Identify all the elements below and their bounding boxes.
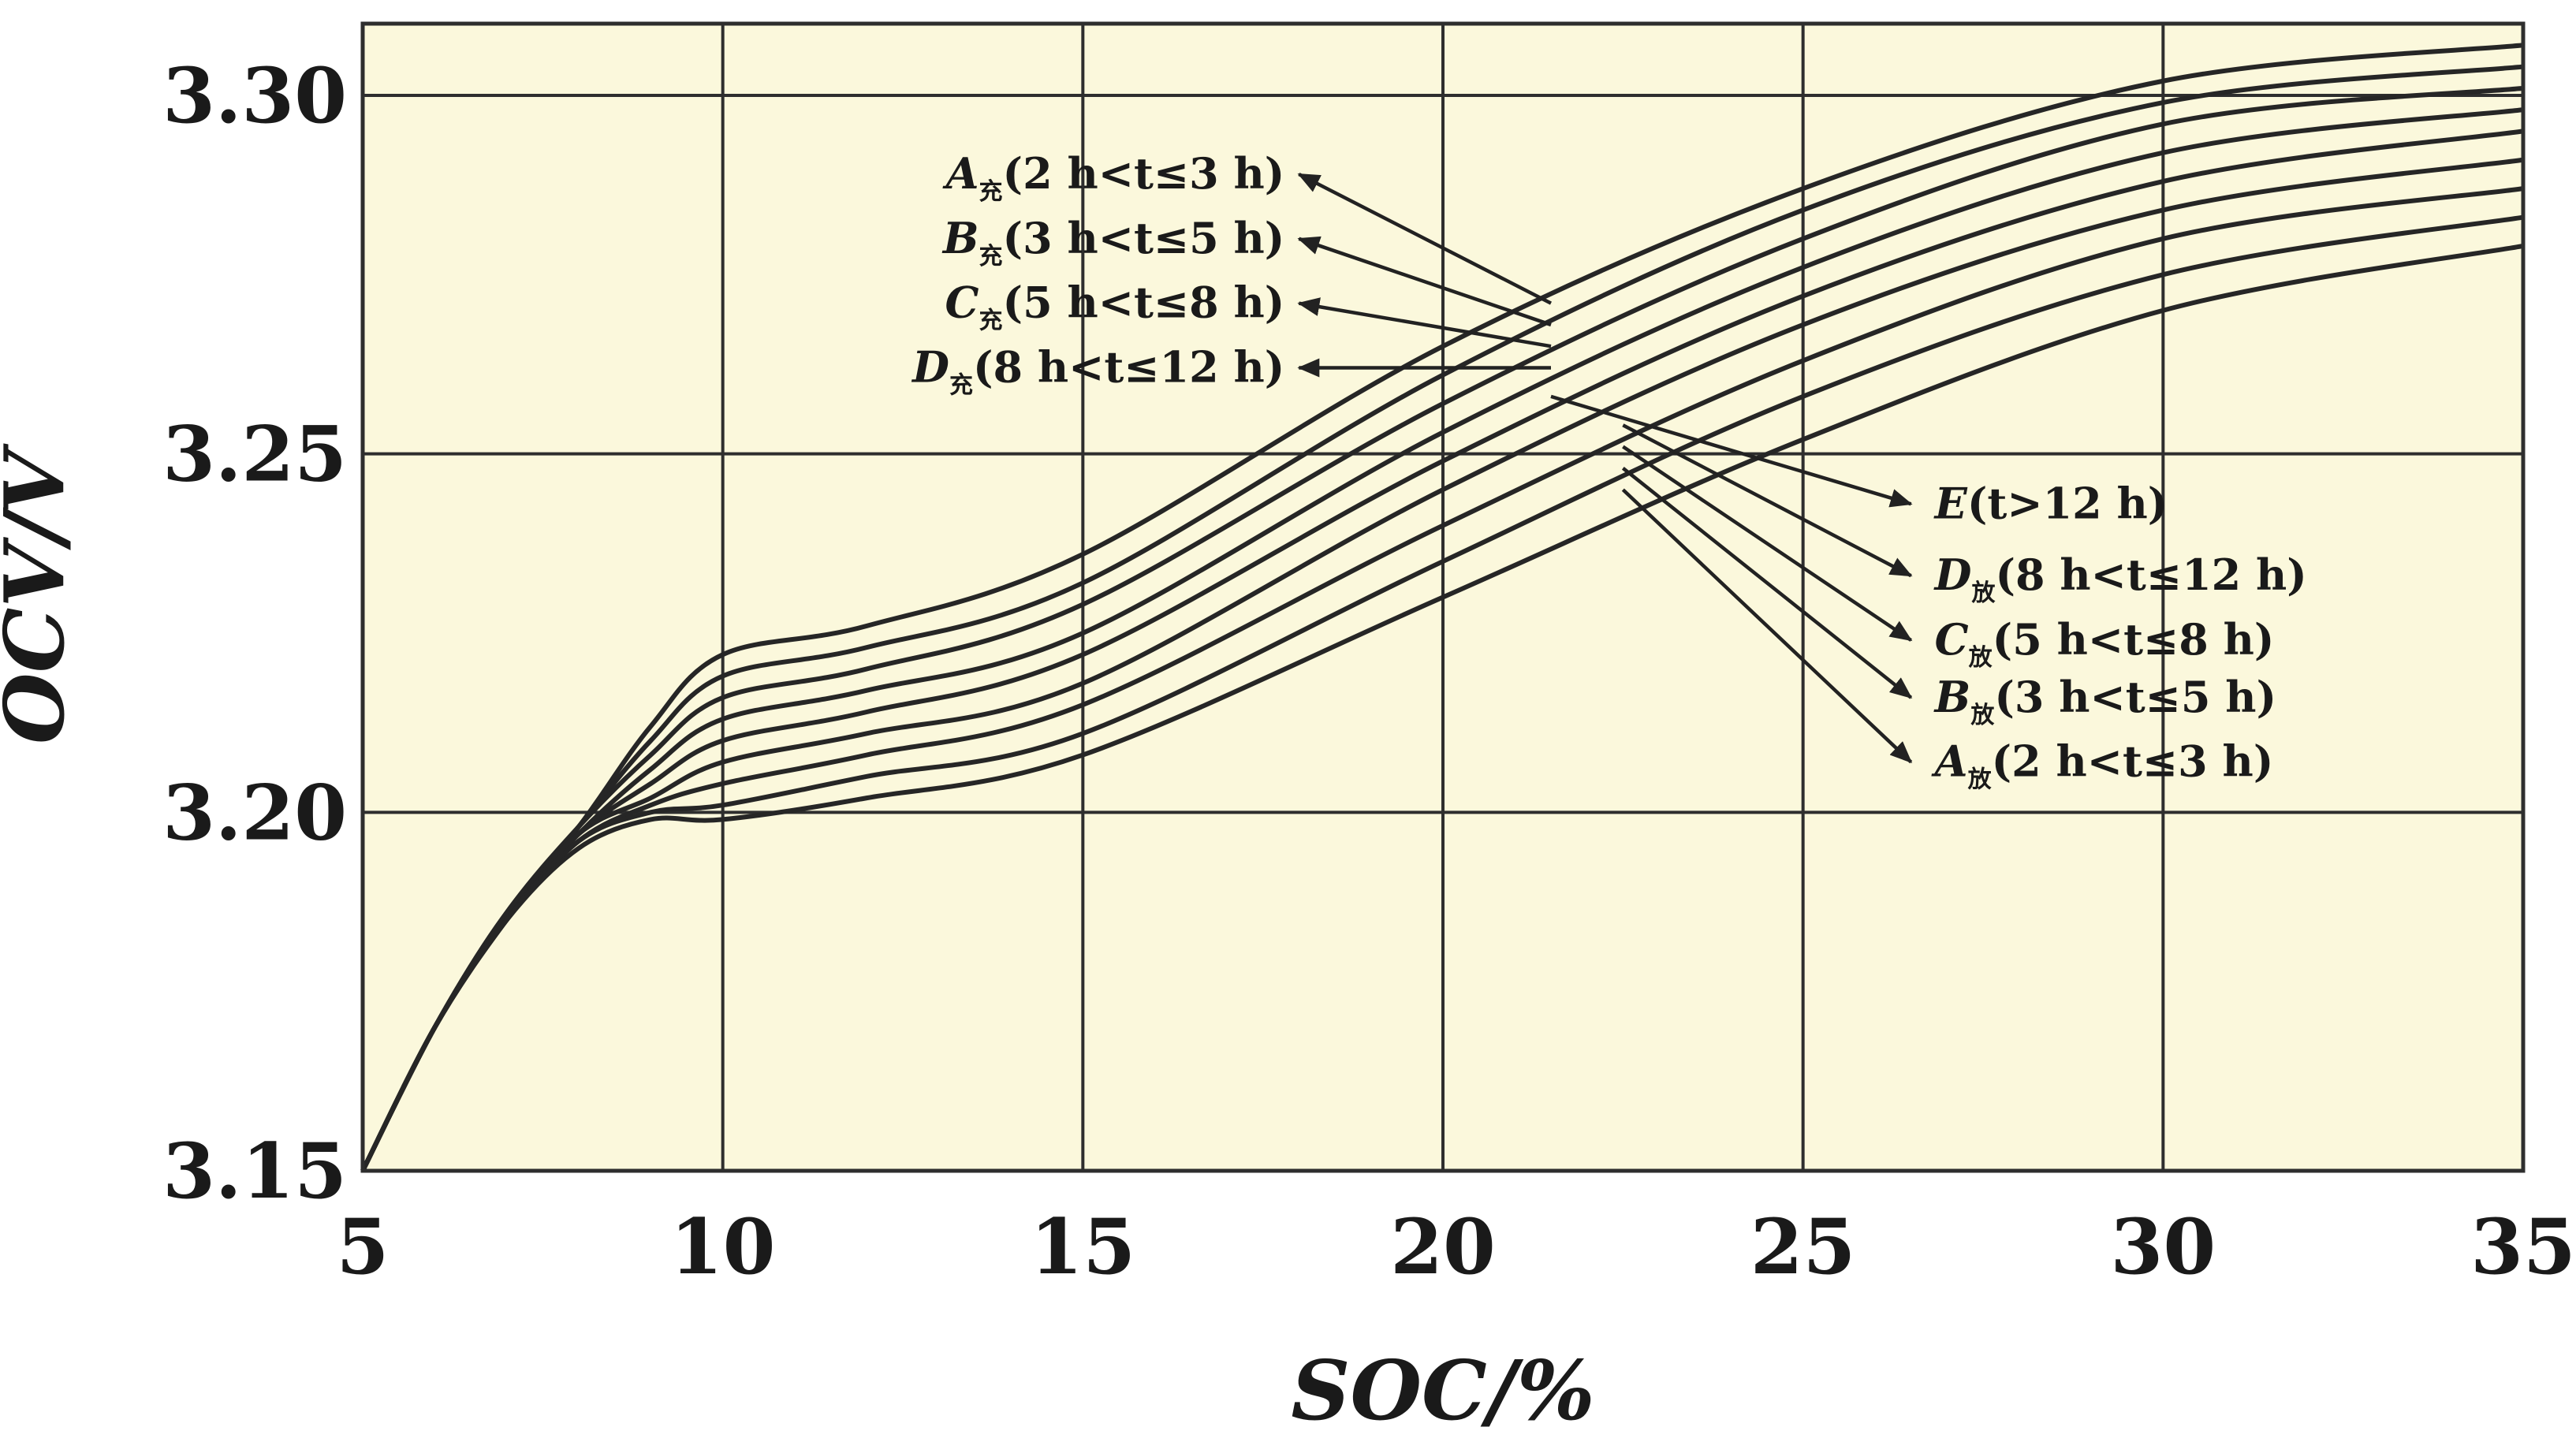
x-axis-label: SOC/% bbox=[1291, 1342, 1594, 1439]
annotation-letter: B bbox=[1933, 672, 1971, 722]
tick-labels: 5 10 15 20 25 30 35 3.15 3.20 3.25 3.30 bbox=[162, 51, 2576, 1291]
annotation-letter: E bbox=[1933, 478, 1968, 528]
annotation-arrow bbox=[1297, 297, 1552, 348]
annotation-label: B放(3 h<t≤5 h) bbox=[1933, 672, 2276, 729]
ocv-curve bbox=[360, 129, 2524, 1172]
x-tick-label: 15 bbox=[1031, 1202, 1136, 1291]
annotation-subscript: 放 bbox=[1970, 579, 1996, 607]
annotation-label: C充(5 h<t≤8 h) bbox=[945, 278, 1285, 335]
annotation-condition: (2 h<t≤3 h) bbox=[1992, 736, 2274, 787]
annotation-label: C放(5 h<t≤8 h) bbox=[1935, 614, 2275, 672]
annotation-subscript: 充 bbox=[979, 178, 1003, 206]
ocv-curve bbox=[360, 243, 2524, 1172]
annotation-condition: (3 h<t≤5 h) bbox=[1003, 213, 1285, 263]
annotation-arrow bbox=[1550, 394, 1913, 508]
annotation-letter: A bbox=[942, 148, 979, 199]
annotation-letter: D bbox=[1933, 550, 1972, 600]
annotation-subscript: 放 bbox=[1970, 702, 1995, 729]
x-tick-label: 25 bbox=[1750, 1202, 1856, 1291]
annotation-arrow bbox=[1297, 236, 1552, 327]
annotation-letter: A bbox=[1931, 736, 1968, 787]
annotation-label: D放(8 h<t≤12 h) bbox=[1933, 550, 2307, 607]
annotation-condition: (3 h<t≤5 h) bbox=[1994, 672, 2276, 722]
annotation-letter: C bbox=[945, 278, 979, 328]
annotation-label: D充(8 h<t≤12 h) bbox=[911, 342, 1284, 400]
annotation-label: A充(2 h<t≤3 h) bbox=[942, 148, 1285, 206]
annotation-condition: (2 h<t≤3 h) bbox=[1003, 148, 1285, 199]
x-tick-label: 35 bbox=[2470, 1202, 2576, 1291]
y-tick-label: 3.20 bbox=[162, 768, 347, 857]
annotation-condition: (5 h<t≤8 h) bbox=[1993, 614, 2275, 665]
y-axis-label: OCV/V bbox=[0, 443, 83, 744]
annotation-label: E(t>12 h) bbox=[1933, 478, 2168, 528]
y-tick-label: 3.25 bbox=[162, 410, 347, 499]
annotation-letter: C bbox=[1935, 614, 1969, 665]
x-tick-label: 10 bbox=[670, 1202, 776, 1291]
annotation-subscript: 放 bbox=[1967, 766, 1993, 794]
annotation-subscript: 充 bbox=[949, 372, 973, 400]
curve-layer bbox=[360, 43, 2524, 1172]
annotation-arrows bbox=[1297, 172, 1913, 764]
annotation-condition: (5 h<t≤8 h) bbox=[1003, 278, 1285, 328]
x-tick-label: 5 bbox=[337, 1202, 390, 1291]
annotation-subscript: 充 bbox=[979, 307, 1003, 335]
annotation-arrow bbox=[1621, 467, 1913, 699]
annotation-arrow bbox=[1621, 488, 1913, 764]
plot-frame bbox=[360, 21, 2526, 1173]
x-tick-label: 30 bbox=[2111, 1202, 2216, 1291]
annotation-labels: A充(2 h<t≤3 h)B充(3 h<t≤5 h)C充(5 h<t≤8 h)D… bbox=[911, 148, 2307, 794]
annotation-label: B充(3 h<t≤5 h) bbox=[941, 213, 1284, 270]
annotation-letter: D bbox=[911, 342, 949, 393]
annotation-subscript: 充 bbox=[979, 243, 1003, 270]
annotation-subscript: 放 bbox=[1968, 644, 1993, 672]
annotation-arrow bbox=[1297, 172, 1553, 305]
annotation-condition: (8 h<t≤12 h) bbox=[1995, 550, 2306, 600]
annotation-arrow bbox=[1622, 445, 1913, 642]
annotation-label: A放(2 h<t≤3 h) bbox=[1931, 736, 2274, 794]
y-tick-label: 3.15 bbox=[162, 1127, 347, 1216]
y-tick-label: 3.30 bbox=[162, 51, 347, 140]
x-tick-label: 20 bbox=[1390, 1202, 1496, 1291]
annotation-arrow bbox=[1622, 423, 1913, 578]
annotation-letter: B bbox=[941, 213, 979, 263]
annotation-condition: (8 h<t≤12 h) bbox=[973, 342, 1284, 393]
annotation-condition: (t>12 h) bbox=[1967, 478, 2168, 528]
